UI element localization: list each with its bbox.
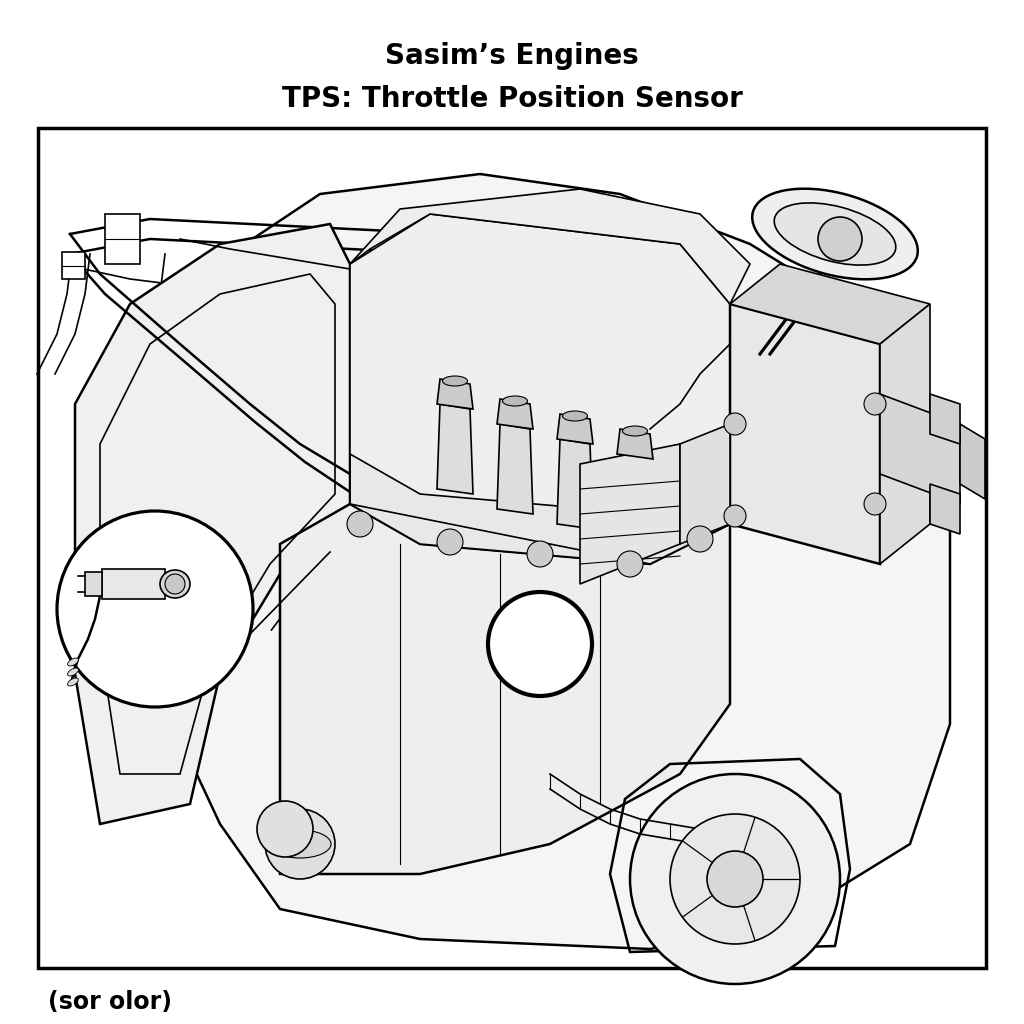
Circle shape bbox=[257, 801, 313, 857]
Ellipse shape bbox=[68, 678, 79, 686]
Circle shape bbox=[617, 551, 643, 577]
Polygon shape bbox=[617, 454, 653, 544]
Circle shape bbox=[630, 774, 840, 984]
Ellipse shape bbox=[160, 570, 190, 598]
Circle shape bbox=[488, 592, 592, 696]
Ellipse shape bbox=[774, 203, 896, 265]
Ellipse shape bbox=[68, 658, 79, 666]
Polygon shape bbox=[350, 189, 750, 304]
Polygon shape bbox=[617, 429, 653, 459]
Polygon shape bbox=[930, 394, 961, 444]
Circle shape bbox=[265, 809, 335, 879]
Circle shape bbox=[165, 574, 185, 594]
Polygon shape bbox=[497, 424, 534, 514]
Polygon shape bbox=[557, 439, 593, 529]
Circle shape bbox=[724, 505, 746, 527]
Text: TPS: Throttle Position Sensor: TPS: Throttle Position Sensor bbox=[282, 85, 742, 113]
Polygon shape bbox=[730, 264, 930, 344]
Ellipse shape bbox=[562, 411, 588, 421]
Circle shape bbox=[670, 814, 800, 944]
Ellipse shape bbox=[442, 376, 468, 386]
Circle shape bbox=[724, 413, 746, 435]
Circle shape bbox=[57, 511, 253, 707]
Ellipse shape bbox=[269, 830, 331, 858]
Ellipse shape bbox=[68, 668, 79, 676]
Polygon shape bbox=[102, 569, 165, 599]
Circle shape bbox=[687, 526, 713, 552]
Circle shape bbox=[527, 541, 553, 567]
Polygon shape bbox=[930, 484, 961, 534]
Text: Sasim’s Engines: Sasim’s Engines bbox=[385, 42, 639, 70]
Polygon shape bbox=[680, 424, 730, 544]
Polygon shape bbox=[437, 404, 473, 494]
Circle shape bbox=[707, 851, 763, 907]
Ellipse shape bbox=[623, 426, 647, 436]
Circle shape bbox=[347, 511, 373, 537]
Bar bbox=[38, 128, 986, 968]
Polygon shape bbox=[75, 224, 350, 824]
Polygon shape bbox=[437, 379, 473, 409]
Circle shape bbox=[864, 393, 886, 415]
Ellipse shape bbox=[753, 188, 918, 280]
Ellipse shape bbox=[503, 396, 527, 406]
Polygon shape bbox=[62, 252, 85, 279]
Polygon shape bbox=[85, 572, 102, 596]
Text: (sor olor): (sor olor) bbox=[48, 989, 172, 1014]
Polygon shape bbox=[350, 214, 730, 564]
Polygon shape bbox=[961, 424, 985, 499]
Polygon shape bbox=[880, 394, 961, 504]
Polygon shape bbox=[497, 399, 534, 429]
Polygon shape bbox=[105, 214, 140, 264]
Polygon shape bbox=[580, 444, 680, 584]
Circle shape bbox=[864, 493, 886, 515]
Polygon shape bbox=[280, 504, 730, 874]
Circle shape bbox=[437, 529, 463, 555]
Polygon shape bbox=[557, 414, 593, 444]
Polygon shape bbox=[730, 304, 880, 564]
Polygon shape bbox=[140, 174, 950, 949]
Polygon shape bbox=[880, 304, 930, 564]
Circle shape bbox=[818, 217, 862, 261]
Polygon shape bbox=[350, 454, 730, 564]
